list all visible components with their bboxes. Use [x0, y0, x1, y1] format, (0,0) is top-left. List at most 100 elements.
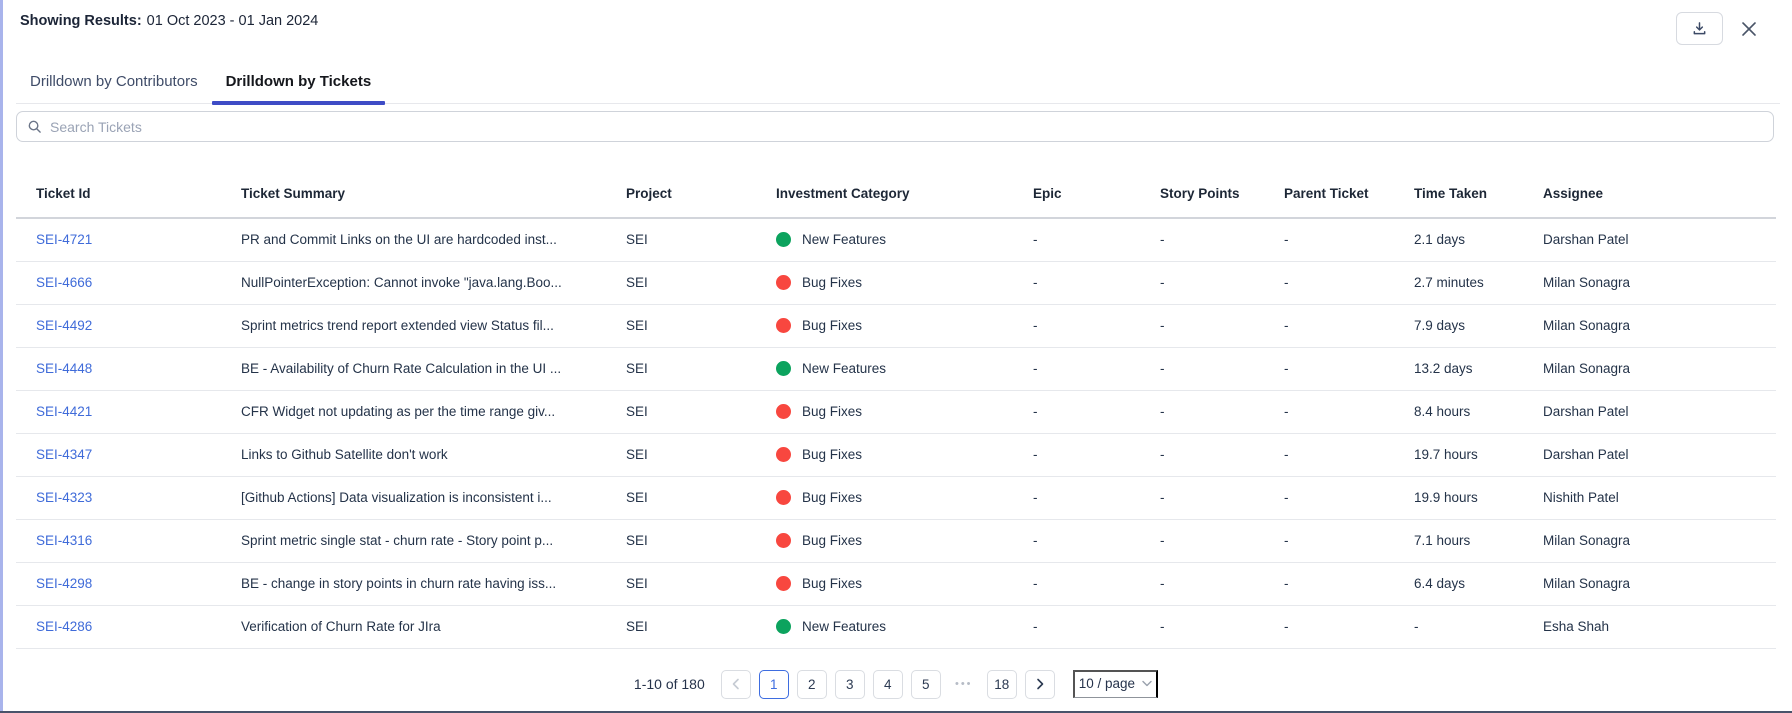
assignee-cell: Milan Sonagra — [1523, 562, 1776, 606]
ticket-id-link[interactable]: SEI-4316 — [36, 533, 93, 548]
project-cell: SEI — [606, 476, 756, 520]
parent-ticket-cell: - — [1264, 605, 1394, 649]
project-cell: SEI — [606, 519, 756, 563]
column-header-parent-ticket: Parent Ticket — [1264, 170, 1394, 219]
ticket-id-link[interactable]: SEI-4492 — [36, 318, 93, 333]
story-points-cell: - — [1140, 476, 1264, 520]
ticket-id-cell: SEI-4666 — [16, 261, 221, 305]
assignee-cell: Darshan Patel — [1523, 390, 1776, 434]
column-header-epic: Epic — [1013, 170, 1140, 219]
ticket-id-cell: SEI-4286 — [16, 605, 221, 649]
pagination-prev-button[interactable] — [720, 669, 751, 699]
ticket-summary-cell: Sprint metric single stat - churn rate -… — [221, 519, 606, 563]
investment-category-cell: Bug Fixes — [756, 433, 1013, 477]
category-dot-icon — [776, 361, 791, 376]
project-cell: SEI — [606, 218, 756, 262]
category-dot-icon — [776, 576, 791, 591]
category-dot-icon — [776, 447, 791, 462]
parent-ticket-cell: - — [1264, 562, 1394, 606]
download-icon — [1692, 21, 1707, 36]
tab-drilldown-by-tickets[interactable]: Drilldown by Tickets — [211, 60, 386, 105]
pagination-next-button[interactable] — [1024, 669, 1055, 699]
project-cell: SEI — [606, 261, 756, 305]
epic-cell: - — [1013, 261, 1140, 305]
epic-cell: - — [1013, 218, 1140, 262]
ticket-summary-cell: Sprint metrics trend report extended vie… — [221, 304, 606, 348]
ticket-id-link[interactable]: SEI-4323 — [36, 490, 93, 505]
assignee-cell: Nishith Patel — [1523, 476, 1776, 520]
page-button-2[interactable]: 2 — [796, 669, 827, 699]
ticket-id-link[interactable]: SEI-4298 — [36, 576, 93, 591]
column-header-ticket-summary: Ticket Summary — [221, 170, 606, 219]
parent-ticket-cell: - — [1264, 347, 1394, 391]
page-size-value: 10 / page — [1078, 676, 1136, 691]
page-button-4[interactable]: 4 — [872, 669, 903, 699]
ticket-id-link[interactable]: SEI-4666 — [36, 275, 93, 290]
search-box — [16, 111, 1774, 142]
assignee-cell: Milan Sonagra — [1523, 261, 1776, 305]
time-taken-cell: 8.4 hours — [1394, 390, 1523, 434]
page-button-18[interactable]: 18 — [986, 669, 1017, 699]
chevron-right-icon — [1035, 678, 1045, 690]
close-button[interactable] — [1737, 17, 1761, 41]
project-cell: SEI — [606, 433, 756, 477]
tabs-bar: Drilldown by Contributors Drilldown by T… — [16, 60, 1780, 105]
page-button-5[interactable]: 5 — [910, 669, 941, 699]
pagination-ellipsis[interactable]: ••• — [954, 678, 973, 690]
ticket-id-cell: SEI-4323 — [16, 476, 221, 520]
table-row: SEI-4721 PR and Commit Links on the UI ar… — [16, 218, 1776, 262]
category-label: Bug Fixes — [802, 447, 863, 462]
assignee-cell: Milan Sonagra — [1523, 304, 1776, 348]
epic-cell: - — [1013, 433, 1140, 477]
ticket-id-link[interactable]: SEI-4448 — [36, 361, 93, 376]
assignee-cell: Esha Shah — [1523, 605, 1776, 649]
tab-label: Drilldown by Tickets — [225, 73, 372, 90]
page-button-3[interactable]: 3 — [834, 669, 865, 699]
page-size-select[interactable]: 10 / page — [1072, 670, 1159, 698]
epic-cell: - — [1013, 605, 1140, 649]
tickets-table: Ticket Id Ticket Summary Project Investm… — [16, 170, 1776, 649]
time-taken-cell: 19.7 hours — [1394, 433, 1523, 477]
table-row: SEI-4666 NullPointerException: Cannot inv… — [16, 261, 1776, 305]
ticket-summary-cell: CFR Widget not updating as per the time … — [221, 390, 606, 434]
panel-bottom-edge — [0, 711, 1792, 713]
category-dot-icon — [776, 275, 791, 290]
investment-category-cell: Bug Fixes — [756, 519, 1013, 563]
epic-cell: - — [1013, 347, 1140, 391]
ticket-id-link[interactable]: SEI-4421 — [36, 404, 93, 419]
story-points-cell: - — [1140, 218, 1264, 262]
category-dot-icon — [776, 619, 791, 634]
ticket-summary-cell: Verification of Churn Rate for JIra — [221, 605, 606, 649]
epic-cell: - — [1013, 519, 1140, 563]
category-label: Bug Fixes — [802, 275, 863, 290]
ticket-id-link[interactable]: SEI-4721 — [36, 232, 93, 248]
pagination-range-text: 1-10 of 180 — [633, 676, 705, 692]
investment-category-cell: Bug Fixes — [756, 390, 1013, 434]
ticket-summary-cell: [Github Actions] Data visualization is i… — [221, 476, 606, 520]
table-row: SEI-4323 [Github Actions] Data visualizat… — [16, 476, 1776, 520]
search-input[interactable] — [50, 118, 1763, 135]
pagination: 1-10 of 180 1 2 3 4 5 ••• 18 10 / page — [0, 667, 1792, 701]
table-header-row: Ticket Id Ticket Summary Project Investm… — [16, 170, 1776, 219]
page-button-1[interactable]: 1 — [758, 669, 789, 699]
download-button[interactable] — [1676, 12, 1723, 45]
story-points-cell: - — [1140, 261, 1264, 305]
investment-category-cell: Bug Fixes — [756, 562, 1013, 606]
project-cell: SEI — [606, 605, 756, 649]
ticket-id-link[interactable]: SEI-4286 — [36, 619, 93, 634]
ticket-id-link[interactable]: SEI-4347 — [36, 447, 93, 462]
showing-results: Showing Results: 01 Oct 2023 - 01 Jan 202… — [20, 13, 318, 29]
time-taken-cell: 2.7 minutes — [1394, 261, 1523, 305]
story-points-cell: - — [1140, 433, 1264, 477]
story-points-cell: - — [1140, 304, 1264, 348]
date-range: 01 Oct 2023 - 01 Jan 2024 — [146, 13, 319, 29]
category-label: Bug Fixes — [802, 490, 863, 505]
tab-drilldown-by-contributors[interactable]: Drilldown by Contributors — [16, 60, 212, 103]
table-row: SEI-4286 Verification of Churn Rate for J… — [16, 605, 1776, 649]
ticket-id-cell: SEI-4421 — [16, 390, 221, 434]
parent-ticket-cell: - — [1264, 304, 1394, 348]
assignee-cell: Milan Sonagra — [1523, 347, 1776, 391]
category-label: New Features — [802, 619, 887, 634]
ticket-id-cell: SEI-4721 — [16, 218, 221, 262]
investment-category-cell: Bug Fixes — [756, 476, 1013, 520]
